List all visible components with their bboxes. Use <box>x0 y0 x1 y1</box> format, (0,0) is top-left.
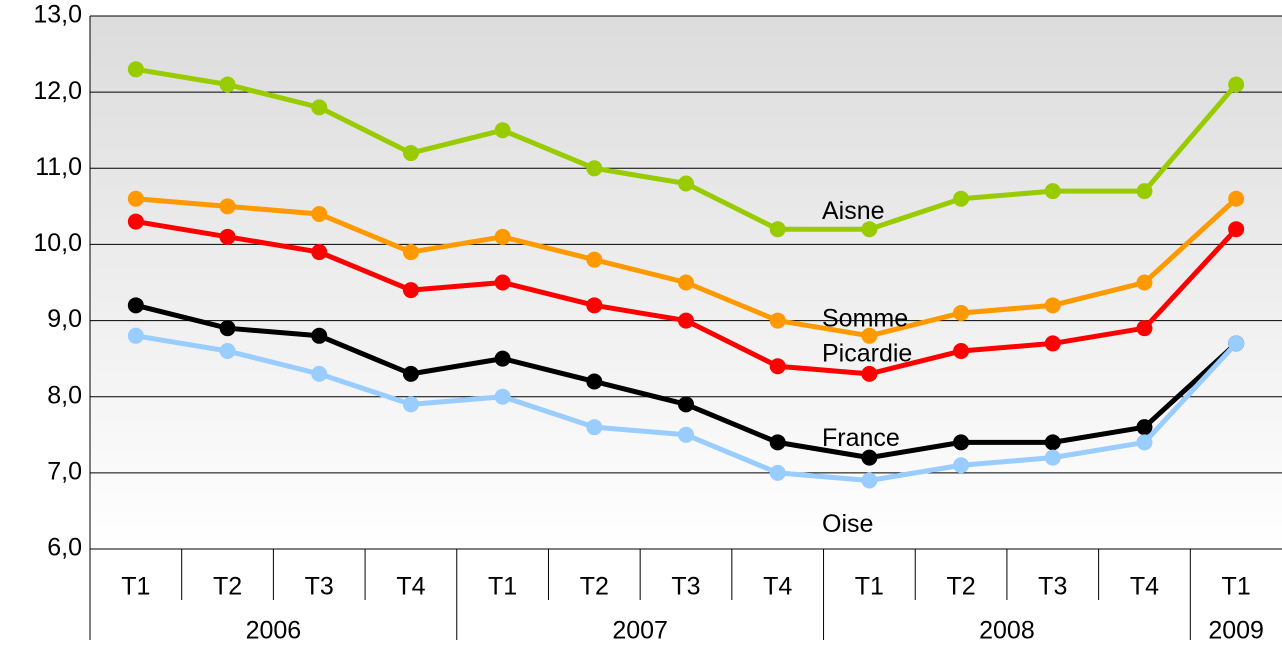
y-tick-label: 12,0 <box>33 77 82 105</box>
data-point <box>678 312 694 329</box>
data-point <box>769 221 786 238</box>
data-point <box>769 434 786 451</box>
data-point <box>953 434 970 451</box>
data-point <box>494 122 511 139</box>
data-point <box>219 320 236 337</box>
data-point <box>1136 183 1153 200</box>
data-point <box>402 365 419 382</box>
year-label: 2009 <box>1208 617 1264 645</box>
series-label: Picardie <box>822 339 912 367</box>
year-label: 2008 <box>979 617 1035 645</box>
data-point <box>586 160 603 177</box>
x-tick-label: T4 <box>1130 573 1159 601</box>
x-tick-label: T3 <box>1038 573 1067 601</box>
data-point <box>402 244 419 261</box>
data-point <box>127 190 144 207</box>
y-tick-label: 9,0 <box>47 305 82 333</box>
series-label: Aisne <box>822 197 885 225</box>
x-tick-label: T2 <box>580 573 609 601</box>
data-point <box>402 396 419 413</box>
data-point <box>861 365 878 382</box>
data-point <box>586 297 603 314</box>
data-point <box>953 457 970 474</box>
data-point <box>861 327 878 344</box>
data-point <box>861 221 878 238</box>
x-tick-label: T4 <box>763 573 792 601</box>
x-tick-label: T1 <box>488 573 517 601</box>
x-tick-label: T3 <box>671 573 700 601</box>
y-tick-label: 7,0 <box>47 457 82 485</box>
data-point <box>953 343 970 360</box>
data-point <box>311 205 328 222</box>
data-point <box>494 350 511 367</box>
data-point <box>678 426 694 443</box>
x-tick-label: T1 <box>121 573 150 601</box>
data-point <box>219 76 236 93</box>
data-point <box>1136 320 1153 337</box>
data-point <box>1136 274 1153 291</box>
y-tick-label: 6,0 <box>47 534 82 562</box>
x-tick-label: T3 <box>305 573 334 601</box>
x-tick-label: T4 <box>396 573 425 601</box>
data-point <box>494 274 511 291</box>
x-tick-label: T1 <box>1222 573 1251 601</box>
data-point <box>1136 434 1153 451</box>
x-tick-label: T2 <box>213 573 242 601</box>
data-point <box>586 373 603 390</box>
data-point <box>402 145 419 162</box>
data-point <box>311 327 328 344</box>
data-point <box>769 312 786 329</box>
data-point <box>678 175 694 192</box>
data-point <box>127 297 144 314</box>
data-point <box>861 449 878 466</box>
x-tick-label: T1 <box>855 573 884 601</box>
data-point <box>402 282 419 299</box>
data-point <box>1044 183 1061 200</box>
data-point <box>678 396 694 413</box>
year-label: 2007 <box>612 617 668 645</box>
y-tick-label: 8,0 <box>47 381 82 409</box>
y-tick-label: 10,0 <box>33 229 82 257</box>
x-tick-label: T2 <box>946 573 975 601</box>
data-point <box>678 274 694 291</box>
data-point <box>219 198 236 215</box>
data-point <box>953 190 970 207</box>
data-point <box>127 61 144 78</box>
data-point <box>769 358 786 375</box>
data-point <box>219 343 236 360</box>
data-point <box>1044 335 1061 352</box>
data-point <box>311 244 328 261</box>
y-tick-label: 11,0 <box>35 153 82 181</box>
data-point <box>127 327 144 344</box>
data-point <box>1228 221 1245 238</box>
data-point <box>1228 190 1245 207</box>
data-point <box>1044 434 1061 451</box>
series-label: Oise <box>822 510 873 538</box>
year-label: 2006 <box>246 617 302 645</box>
data-point <box>311 365 328 382</box>
series-label: Somme <box>822 304 908 332</box>
y-tick-label: 13,0 <box>33 1 82 29</box>
data-point <box>1044 297 1061 314</box>
data-point <box>1228 335 1245 352</box>
data-point <box>127 213 144 230</box>
data-point <box>769 464 786 481</box>
data-point <box>586 419 603 436</box>
data-point <box>861 472 878 489</box>
data-point <box>494 228 511 245</box>
data-point <box>953 304 970 321</box>
data-point <box>494 388 511 405</box>
data-point <box>311 99 328 116</box>
data-point <box>1136 419 1153 436</box>
data-point <box>586 251 603 268</box>
data-point <box>1044 449 1061 466</box>
data-point <box>1228 76 1245 93</box>
data-point <box>219 228 236 245</box>
series-label: France <box>822 424 900 452</box>
